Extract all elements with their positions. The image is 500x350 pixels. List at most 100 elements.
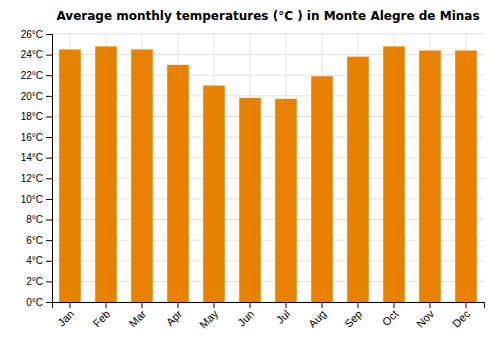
y-tick: 8°C <box>26 214 52 225</box>
x-tick-label: Apr <box>164 307 185 328</box>
x-tick: Apr <box>164 302 185 328</box>
x-axis: Jan Feb Mar Apr May Jun Jul Aug Sep Oct Nov Dec <box>53 302 485 331</box>
x-tick: Aug <box>306 302 328 330</box>
y-tick: 10°C <box>21 194 52 205</box>
y-tick-mark <box>46 178 52 179</box>
x-tick: Jul <box>274 302 292 326</box>
x-tick-mark <box>178 302 179 308</box>
bar <box>167 65 189 302</box>
x-tick-mark <box>70 302 71 308</box>
x-tick-mark <box>106 302 107 308</box>
x-tick: Jan <box>55 302 76 329</box>
y-tick-mark <box>46 261 52 262</box>
y-tick-mark <box>46 158 52 159</box>
bars <box>59 46 477 302</box>
y-tick-mark <box>46 75 52 76</box>
x-tick-label: Aug <box>306 308 328 330</box>
grid <box>52 34 484 302</box>
y-tick: 2°C <box>26 276 52 287</box>
y-tick-mark <box>46 281 52 282</box>
x-tick-label: Sep <box>342 308 364 330</box>
x-tick-mark <box>250 302 251 308</box>
x-tick: Jun <box>235 302 256 329</box>
x-tick: Oct <box>380 302 401 328</box>
y-tick-mark <box>46 55 52 56</box>
y-tick: 16°C <box>21 132 52 143</box>
y-tick-label: 24°C <box>21 49 43 60</box>
grid-line-y <box>52 34 484 35</box>
y-tick-label: 8°C <box>26 214 43 225</box>
bar <box>275 99 297 302</box>
x-tick-mark <box>430 302 431 308</box>
x-tick-label: Dec <box>450 307 473 330</box>
x-tick-mark <box>358 302 359 308</box>
x-tick-label: Nov <box>414 307 437 330</box>
y-tick-label: 12°C <box>21 173 43 184</box>
y-tick-label: 26°C <box>21 29 43 40</box>
y-tick-mark <box>46 34 52 35</box>
x-tick: Dec <box>450 302 473 330</box>
x-tick-label: May <box>197 307 221 331</box>
y-tick-mark <box>46 96 52 97</box>
x-tick-label: Mar <box>126 307 148 329</box>
y-tick-label: 20°C <box>21 91 43 102</box>
bar <box>203 86 225 302</box>
y-tick-label: 10°C <box>21 194 43 205</box>
y-tick: 4°C <box>26 255 52 266</box>
y-tick: 14°C <box>21 152 52 163</box>
x-tick-label: Oct <box>380 308 401 329</box>
y-tick: 0°C <box>26 297 52 308</box>
bar <box>383 46 405 302</box>
x-tick: Mar <box>126 302 148 329</box>
y-tick-label: 4°C <box>26 255 43 266</box>
y-tick-mark <box>46 116 52 117</box>
y-tick-label: 22°C <box>21 70 43 81</box>
bar <box>419 50 441 302</box>
y-tick-label: 16°C <box>21 132 43 143</box>
bar <box>239 98 261 302</box>
x-tick-label: Jul <box>274 308 292 326</box>
x-tick-label: Jun <box>235 308 256 329</box>
y-tick-mark <box>46 199 52 200</box>
x-tick: Feb <box>90 302 112 329</box>
x-tick-label: Feb <box>90 308 112 330</box>
y-tick: 22°C <box>21 70 52 81</box>
y-tick: 26°C <box>21 29 52 40</box>
y-tick: 24°C <box>21 49 52 60</box>
y-tick-label: 0°C <box>26 297 43 308</box>
y-tick: 20°C <box>21 91 52 102</box>
y-axis: 0°C 2°C 4°C 6°C 8°C 10°C 12°C 14°C 16°C 18°C 20°C 2… <box>21 29 53 308</box>
title: Average monthly temperatures (°C ) in Mo… <box>56 9 479 23</box>
y-axis-line <box>46 35 53 303</box>
x-tick-mark <box>214 302 215 308</box>
y-tick-label: 2°C <box>26 276 43 287</box>
x-tick-label: Jan <box>55 308 76 329</box>
bar <box>59 49 81 302</box>
y-tick-mark <box>46 240 52 241</box>
y-tick: 6°C <box>26 235 52 246</box>
bar <box>455 50 477 302</box>
x-tick-mark <box>142 302 143 308</box>
y-tick-mark <box>46 137 52 138</box>
x-tick-mark <box>466 302 467 308</box>
y-tick-label: 14°C <box>21 152 43 163</box>
bar <box>131 49 153 302</box>
bar <box>95 46 117 302</box>
y-tick-label: 6°C <box>26 235 43 246</box>
y-tick: 18°C <box>21 111 52 122</box>
x-tick: Sep <box>342 302 364 330</box>
y-tick-mark <box>46 220 52 221</box>
bar <box>311 76 333 302</box>
y-tick-label: 18°C <box>21 111 43 122</box>
x-tick: Nov <box>414 302 437 330</box>
x-tick-mark <box>394 302 395 308</box>
x-axis-line <box>53 303 485 309</box>
chart-svg: Jan Feb Mar Apr May Jun Jul Aug Sep Oct Nov Dec 0°C 2… <box>0 0 500 350</box>
bar <box>347 57 369 302</box>
y-tick-mark <box>46 302 52 303</box>
y-tick: 12°C <box>21 173 52 184</box>
x-tick: May <box>197 302 221 331</box>
x-tick-mark <box>286 302 287 308</box>
x-tick-mark <box>322 302 323 308</box>
plot-area: Jan Feb Mar Apr May Jun Jul Aug Sep Oct Nov Dec 0°C 2… <box>21 29 485 331</box>
